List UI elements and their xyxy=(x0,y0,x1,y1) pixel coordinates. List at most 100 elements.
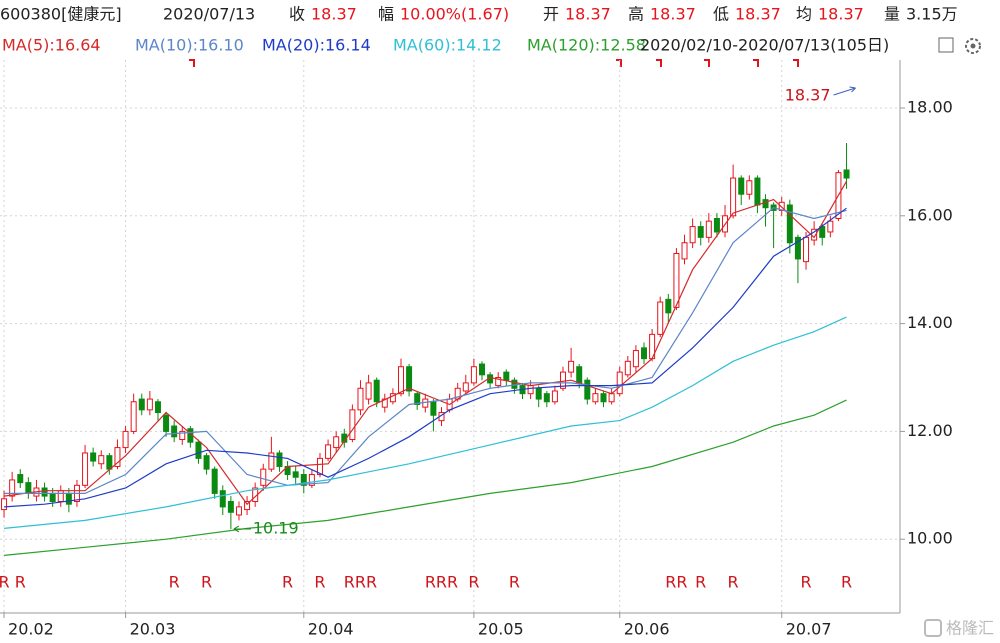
candle-body xyxy=(203,455,210,470)
candle-body xyxy=(786,204,793,244)
candle-body xyxy=(551,390,558,403)
r-marker: R xyxy=(695,573,706,592)
quote-label: 均 xyxy=(796,5,812,24)
candle-body xyxy=(357,387,364,411)
candle-body xyxy=(843,169,850,179)
quote-value: 18.37 xyxy=(650,5,696,24)
candle-body xyxy=(430,401,437,416)
candle-body xyxy=(568,360,575,373)
quote-label: 高 xyxy=(628,5,644,24)
candle-body xyxy=(819,226,826,238)
candle-body xyxy=(470,366,477,384)
candle-body xyxy=(138,398,145,411)
candle-body xyxy=(146,398,153,411)
candle-body xyxy=(624,360,631,376)
candle-body xyxy=(495,377,502,387)
legend-entry: MA(5):16.64 xyxy=(2,36,101,55)
r-marker: R xyxy=(15,573,26,592)
legend-entry: MA(20):16.14 xyxy=(262,36,371,55)
candle-body xyxy=(794,236,801,260)
quote-label: 幅 xyxy=(378,5,394,24)
x-tick-label: 20.05 xyxy=(478,620,524,639)
candle-body xyxy=(462,382,469,392)
legend-entry: MA(60):14.12 xyxy=(393,36,502,55)
x-tick-label: 20.02 xyxy=(8,620,54,639)
candle-body xyxy=(560,371,567,389)
quote-value: 18.37 xyxy=(818,5,864,24)
high-marker-label: 18.37 xyxy=(785,86,831,105)
y-tick-label: 18.00 xyxy=(907,97,953,116)
r-marker: R xyxy=(314,573,325,592)
candle-body xyxy=(673,253,680,308)
y-tick-label: 14.00 xyxy=(907,313,953,332)
candle-body xyxy=(349,409,356,440)
candle-body xyxy=(697,226,704,238)
candle-body xyxy=(600,393,607,403)
r-marker: R xyxy=(282,573,293,592)
candle-body xyxy=(803,236,810,263)
y-tick-label: 12.00 xyxy=(907,421,953,440)
event-marker xyxy=(656,59,662,67)
quote-value: 10.00%(1.67) xyxy=(400,5,509,24)
candle-body xyxy=(98,455,105,465)
quote-label: 低 xyxy=(713,5,729,24)
candle-body xyxy=(122,430,129,449)
x-tick-label: 20.04 xyxy=(308,620,354,639)
candle-body xyxy=(754,177,761,206)
quote-value: 18.37 xyxy=(735,5,781,24)
candle-body xyxy=(41,487,48,497)
candle-body xyxy=(130,401,137,432)
watermark-icon xyxy=(924,619,942,637)
candle-body xyxy=(730,177,737,217)
date-range: 2020/02/10-2020/07/13(105日) xyxy=(640,36,889,55)
candle-body xyxy=(616,371,623,395)
candle-body xyxy=(195,441,202,459)
r-marker: R xyxy=(800,573,811,592)
candle-body xyxy=(333,436,340,449)
candle-body xyxy=(689,226,696,244)
low-marker-head xyxy=(233,525,240,533)
quote-value: 18.37 xyxy=(311,5,357,24)
candle-body xyxy=(641,347,648,360)
event-marker xyxy=(793,59,799,67)
candle-body xyxy=(543,393,550,403)
legend-entry: MA(120):12.58 xyxy=(527,36,646,55)
candle-body xyxy=(260,468,267,486)
candle-body xyxy=(713,217,720,233)
ma-line xyxy=(4,207,847,508)
candle-body xyxy=(325,444,332,459)
r-marker: R xyxy=(201,573,212,592)
ma-line xyxy=(4,399,847,556)
candle-body xyxy=(49,492,56,502)
r-marker: R xyxy=(509,573,520,592)
candle-body xyxy=(179,430,186,440)
candle-body xyxy=(308,474,315,486)
candle-body xyxy=(316,457,323,476)
candle-body xyxy=(414,393,421,405)
r-marker: R xyxy=(728,573,739,592)
settings-icon[interactable] xyxy=(965,38,981,54)
low-marker-label: 10.19 xyxy=(253,518,299,537)
candle-body xyxy=(82,452,89,486)
candle-body xyxy=(738,177,745,195)
ma-line xyxy=(4,316,847,529)
candle-body xyxy=(665,298,672,314)
stock-code: 600380[健康元] xyxy=(0,5,122,24)
candle-body xyxy=(90,452,97,462)
candle-body xyxy=(1,498,8,511)
window-icon[interactable] xyxy=(938,37,954,53)
event-markers xyxy=(189,59,799,67)
candle-body xyxy=(25,482,32,494)
candle-body xyxy=(114,447,121,467)
candles xyxy=(1,143,850,529)
r-marker: R xyxy=(841,573,852,592)
x-tick-label: 20.07 xyxy=(786,620,832,639)
r-marker: RRR xyxy=(344,573,377,592)
candle-body xyxy=(244,500,251,511)
candle-body xyxy=(227,500,234,513)
candle-body xyxy=(592,393,599,403)
candle-body xyxy=(373,379,380,403)
